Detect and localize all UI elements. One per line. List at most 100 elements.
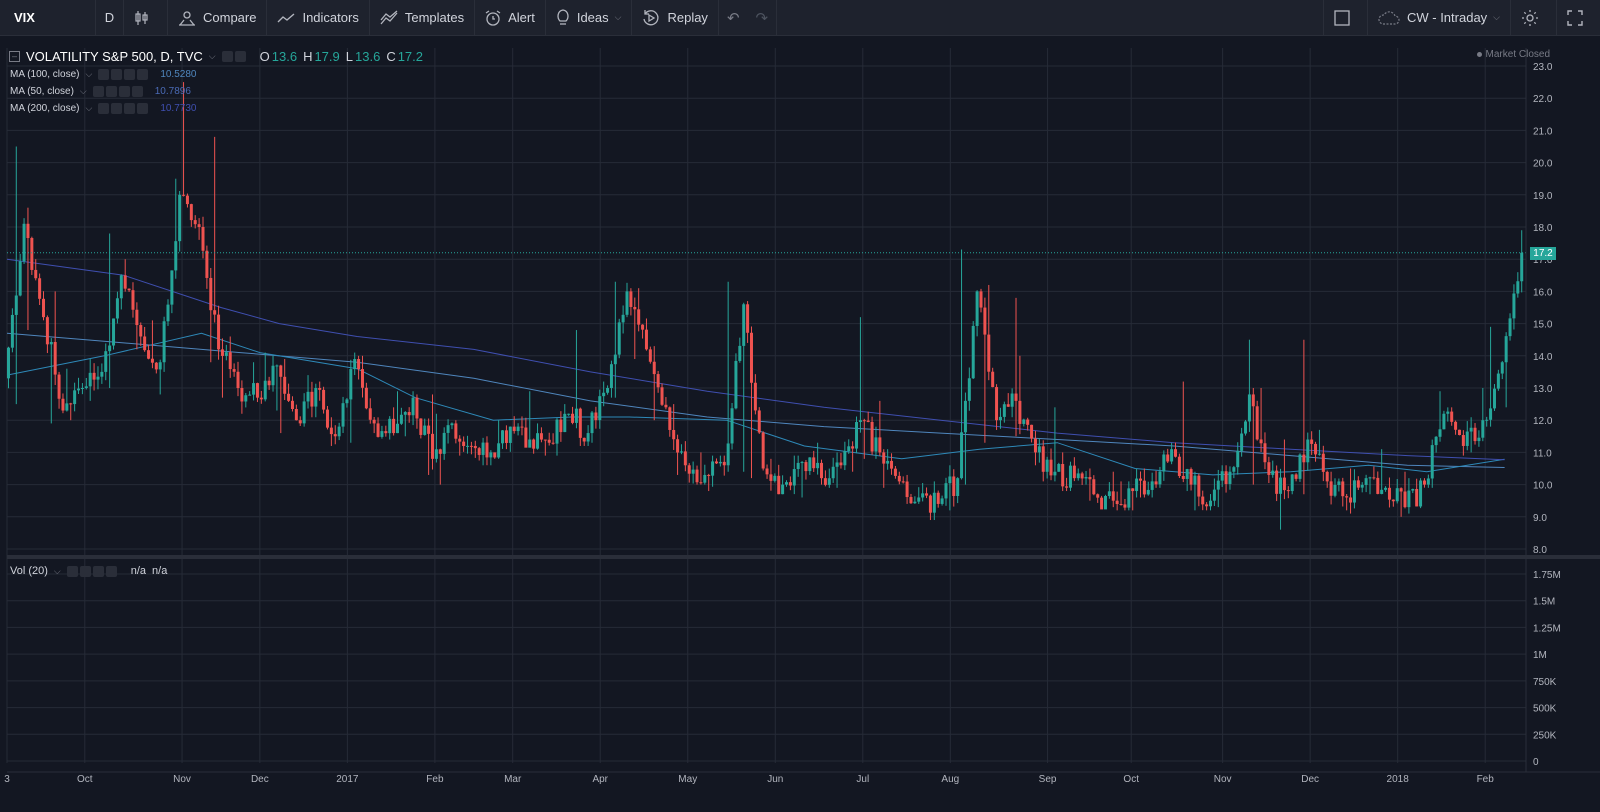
main-series-legend[interactable]: – VOLATILITY S&P 500, D, TVC ⌵ O 13.6 H 17… — [9, 49, 423, 64]
eye-icon[interactable] — [98, 69, 110, 80]
eye-icon[interactable] — [66, 565, 78, 577]
indicator-action-buttons[interactable] — [66, 565, 119, 577]
candle-body — [1298, 454, 1302, 479]
close-icon[interactable] — [137, 103, 149, 114]
collapse-icon[interactable]: – — [9, 51, 20, 62]
candle-body — [1286, 490, 1290, 492]
settings-button[interactable] — [1511, 0, 1557, 36]
compare-button[interactable]: Compare — [168, 0, 268, 36]
candle-body — [1329, 481, 1333, 496]
eye-icon[interactable] — [221, 51, 233, 62]
time-tick-label: Feb — [1477, 774, 1495, 785]
candle-body — [952, 476, 956, 496]
chevron-down-icon[interactable]: ⌵ — [85, 103, 93, 113]
candle-body — [878, 437, 882, 453]
undo-button[interactable]: ↶ — [719, 0, 748, 36]
ma-100-label[interactable]: MA (100, close) — [10, 69, 80, 80]
indicator-action-buttons[interactable] — [98, 69, 150, 80]
candle-body — [602, 392, 606, 397]
candle-body — [1407, 490, 1411, 508]
candle-body — [1247, 394, 1251, 422]
candle-body — [166, 304, 170, 322]
candle-body — [446, 425, 450, 433]
layout-button[interactable]: CW - Intraday ⌵ — [1368, 0, 1511, 36]
candle-body — [1290, 474, 1294, 492]
candle-body — [1088, 477, 1092, 480]
candle-body — [574, 408, 578, 423]
add-icon[interactable] — [124, 103, 136, 114]
volume-label[interactable]: Vol (20) — [10, 565, 48, 577]
candle-body — [1306, 439, 1310, 463]
candle-body — [360, 369, 364, 388]
time-tick-label: Aug — [941, 774, 959, 785]
candle-body — [1360, 484, 1364, 488]
candle-body — [1434, 436, 1438, 446]
settings-icon[interactable] — [105, 86, 117, 97]
volume-tick-label: 1M — [1533, 650, 1547, 661]
settings-icon[interactable] — [111, 103, 123, 114]
chart-container[interactable]: 23.0 22.0 21.0 20.0 19.0 18.0 17.0 16.0 15.0 14.0… — [0, 40, 1600, 812]
series-action-buttons[interactable] — [221, 51, 248, 62]
close-icon[interactable] — [105, 565, 117, 577]
replay-button[interactable]: Replay — [632, 0, 719, 36]
candle-body — [469, 445, 473, 447]
add-icon[interactable] — [92, 565, 104, 577]
candle-body — [1345, 496, 1349, 498]
candle-body — [1372, 477, 1376, 479]
price-axis[interactable]: 23.0 22.0 21.0 20.0 19.0 18.0 17.0 16.0 15.0 14.0… — [1525, 48, 1561, 772]
candle-body — [1146, 489, 1150, 495]
candle-body — [1084, 477, 1088, 479]
ma-100-legend[interactable]: MA (100, close) ⌵ 10.5280 — [10, 69, 196, 80]
chart-canvas[interactable]: 23.0 22.0 21.0 20.0 19.0 18.0 17.0 16.0 15.0 14.0… — [0, 40, 1600, 812]
volume-legend[interactable]: Vol (20) ⌵ n/a n/a — [10, 565, 167, 577]
add-icon[interactable] — [124, 69, 136, 80]
eye-icon[interactable] — [98, 103, 110, 114]
indicator-action-buttons[interactable] — [92, 86, 145, 97]
settings-icon[interactable] — [234, 51, 246, 62]
candle-body — [1450, 411, 1454, 422]
ideas-button[interactable]: Ideas ⌵ — [546, 0, 633, 36]
candle-body — [711, 461, 715, 476]
pane-separator[interactable] — [7, 555, 1600, 559]
symbol-search-input[interactable]: VIX — [0, 0, 96, 36]
candle-body — [1422, 480, 1426, 485]
candle-body — [1438, 429, 1442, 437]
fullscreen-button[interactable] — [1557, 0, 1600, 36]
alert-button[interactable]: Alert — [475, 0, 546, 36]
candle-body — [921, 493, 925, 498]
eye-icon[interactable] — [92, 86, 104, 97]
high-value: 17.9 — [314, 49, 340, 64]
candle-body — [1473, 427, 1477, 442]
chevron-down-icon[interactable]: ⌵ — [208, 51, 216, 61]
price-tick-label: 10.0 — [1533, 481, 1553, 492]
candle-body — [820, 462, 824, 479]
chevron-down-icon[interactable]: ⌵ — [79, 86, 87, 96]
chart-style-button[interactable] — [124, 0, 168, 36]
indicator-action-buttons[interactable] — [98, 103, 150, 114]
candle-body — [1100, 497, 1104, 510]
indicators-button[interactable]: Indicators — [267, 0, 370, 36]
snapshot-button[interactable] — [1322, 0, 1368, 36]
ma-50-legend[interactable]: MA (50, close) ⌵ 10.7896 — [10, 86, 191, 97]
candle-body — [368, 408, 372, 420]
ma-200-legend[interactable]: MA (200, close) ⌵ 10.7730 — [10, 103, 196, 114]
candle-body — [882, 452, 886, 464]
time-axis[interactable]: 3 Oct Nov Dec 2017 Feb Mar Apr May Jun Jul Aug Sep Oc… — [4, 771, 1600, 785]
ma-50-label[interactable]: MA (50, close) — [10, 86, 74, 97]
series-title[interactable]: VOLATILITY S&P 500, D, TVC — [26, 49, 203, 64]
settings-icon[interactable] — [79, 565, 91, 577]
redo-button[interactable]: ↷ — [748, 0, 778, 36]
candle-body — [1426, 478, 1430, 485]
settings-icon[interactable] — [111, 69, 123, 80]
close-icon[interactable] — [137, 69, 149, 80]
templates-button[interactable]: Templates — [370, 0, 476, 36]
interval-button[interactable]: D — [96, 0, 124, 36]
chevron-down-icon[interactable]: ⌵ — [53, 565, 61, 576]
candle-body — [220, 349, 224, 356]
chevron-down-icon[interactable]: ⌵ — [85, 69, 93, 79]
candle-body — [224, 352, 228, 356]
add-icon[interactable] — [118, 86, 130, 97]
close-icon[interactable] — [131, 86, 143, 97]
candle-body — [749, 332, 753, 383]
ma-200-label[interactable]: MA (200, close) — [10, 103, 80, 114]
